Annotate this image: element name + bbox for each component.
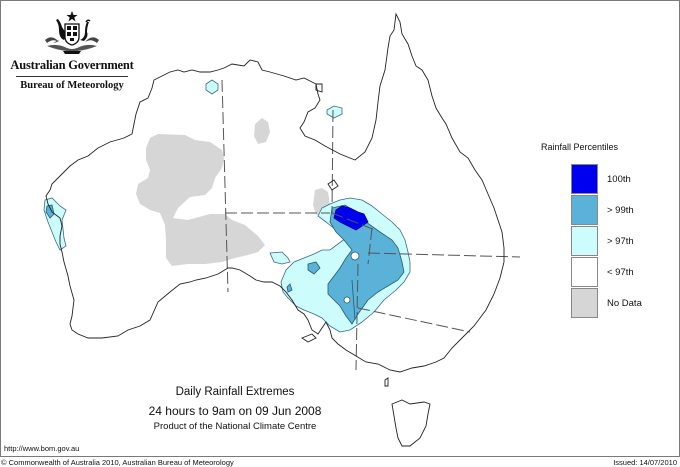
bom-logo: Australian Government Bureau of Meteorol… [8,10,136,91]
legend-swatch [571,226,598,256]
government-name: Australian Government [10,58,134,72]
bom-url-link[interactable]: http://www.bom.gov.au [4,444,80,453]
map-period: 24 hours to 9am on 09 Jun 2008 [148,404,322,418]
legend-label: > 99th [607,205,634,216]
state-borders [221,79,521,371]
record-rainfall-region [333,205,369,231]
bureau-name: Bureau of Meteorology [20,80,124,91]
legend-label: > 97th [607,236,634,247]
map-product: Product of the National Climate Centre [153,421,317,432]
dry-patch [343,296,351,304]
legend-title: Rainfall Percentiles [541,142,619,152]
logo-divider [16,76,128,77]
no-data-regions [136,118,330,266]
legend-label: < 97th [607,267,634,278]
legend-swatch [571,257,598,287]
legend-label: No Data [607,298,642,309]
coastline [45,12,505,447]
legend-label: 100th [607,174,631,185]
legend-swatch [571,164,598,194]
issued-date: Issued: 14/07/2010 [613,458,677,467]
region-inner-lines [351,279,356,321]
map-title: Daily Rainfall Extremes [175,386,295,398]
legend-swatch [571,195,598,225]
copyright-notice: © Commonwealth of Australia 2010, Austra… [1,458,234,467]
dry-patch [350,251,360,261]
legend-swatch [571,288,598,318]
commonwealth-coat-of-arms-icon [45,11,99,54]
